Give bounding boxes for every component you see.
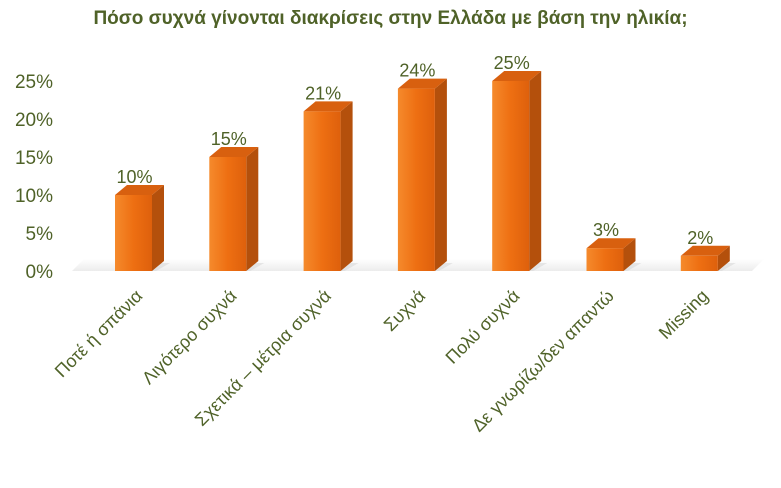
bar-front — [586, 248, 624, 271]
x-tick-label: Πολύ συχνά — [442, 286, 524, 368]
bar — [115, 185, 170, 271]
bar-top — [209, 147, 259, 157]
bar-side — [529, 71, 542, 271]
data-label: 2% — [687, 228, 713, 248]
data-label: 10% — [116, 167, 152, 187]
bar-side — [246, 147, 259, 271]
bar-side — [717, 245, 730, 271]
x-tick-label: Ποτέ ή σπάνια — [51, 286, 146, 381]
bar — [209, 147, 265, 271]
bar-top — [115, 185, 164, 195]
bar-top — [303, 101, 353, 112]
bar-top — [492, 71, 542, 81]
chart-title: Πόσο συχνά γίνονται διακρίσεις στην Ελλά… — [93, 8, 688, 29]
y-tick-label: 10% — [15, 186, 53, 207]
bar-front — [115, 195, 152, 271]
bar — [586, 238, 642, 271]
bar-top — [586, 238, 636, 249]
bar-front — [209, 157, 247, 271]
data-label: 24% — [399, 61, 435, 81]
bar — [303, 101, 359, 272]
y-tick-label: 5% — [26, 224, 54, 245]
bar-top — [397, 78, 447, 89]
data-label: 3% — [593, 220, 619, 240]
y-tick-label: 20% — [15, 110, 53, 131]
bar-front — [303, 111, 341, 272]
x-tick-label: Missing — [655, 286, 712, 343]
data-label: 21% — [305, 83, 341, 103]
data-label: 25% — [494, 53, 530, 73]
bar-side — [340, 101, 353, 272]
bar-side — [152, 185, 164, 271]
bar-front — [492, 81, 530, 271]
x-tick-label: Συχνά — [380, 286, 429, 335]
x-tick-label: Λιγότερο συχνά — [138, 286, 241, 389]
bar-top — [680, 245, 730, 256]
data-label: 15% — [211, 129, 247, 149]
y-tick-label: 0% — [26, 262, 54, 283]
bar-front — [397, 88, 435, 271]
bar-front — [680, 255, 718, 271]
bar-side — [434, 78, 447, 271]
bar-side — [623, 238, 636, 271]
y-tick-label: 15% — [15, 148, 53, 169]
y-tick-label: 25% — [15, 72, 53, 93]
bar — [680, 245, 736, 271]
bar — [492, 71, 548, 271]
bar — [397, 78, 453, 271]
